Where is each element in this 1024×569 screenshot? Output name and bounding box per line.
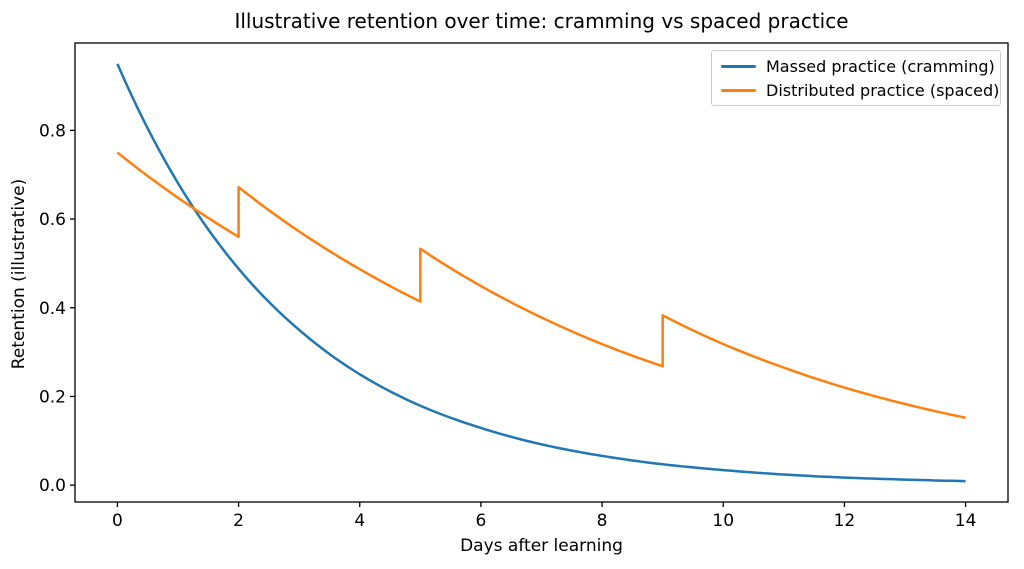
x-tick-label: 14 [955, 511, 977, 531]
y-axis-label: Retention (illustrative) [9, 178, 29, 370]
x-tick-label: 6 [476, 511, 487, 531]
legend-line-sample [721, 64, 756, 68]
legend: Massed practice (cramming) Distributed pr… [711, 50, 1001, 106]
x-tick-label: 4 [354, 511, 365, 531]
y-tick-label: 0.4 [39, 299, 66, 319]
y-tick-label: 0.6 [39, 210, 66, 230]
legend-label: Distributed practice (spaced) [766, 80, 1000, 100]
legend-line-sample [721, 88, 756, 92]
legend-item: Massed practice (cramming) [721, 55, 995, 77]
x-tick-label: 8 [597, 511, 608, 531]
axes-frame [74, 42, 1009, 503]
x-tick-label: 2 [233, 511, 244, 531]
x-axis-label: Days after learning [460, 536, 623, 556]
y-tick-label: 0.2 [39, 387, 66, 407]
x-tick-label: 12 [834, 511, 856, 531]
x-tick-label: 10 [712, 511, 734, 531]
series-line-0 [116, 63, 966, 483]
chart-title: Illustrative retention over time: crammi… [234, 9, 849, 33]
legend-label: Massed practice (cramming) [766, 56, 995, 76]
y-tick-label: 0.8 [39, 121, 66, 141]
x-tick-label: 0 [112, 511, 123, 531]
y-tick-label: 0.0 [39, 476, 66, 496]
series-line-1 [116, 151, 966, 419]
legend-item: Distributed practice (spaced) [721, 79, 999, 101]
